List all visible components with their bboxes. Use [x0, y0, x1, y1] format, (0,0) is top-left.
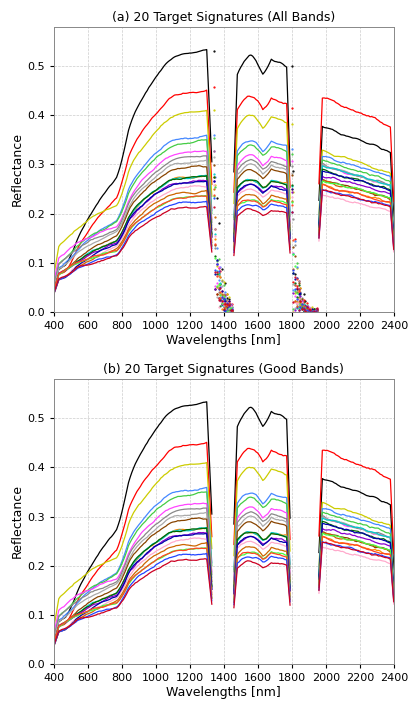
- Title: (b) 20 Target Signatures (Good Bands): (b) 20 Target Signatures (Good Bands): [103, 364, 344, 376]
- Y-axis label: Reflectance: Reflectance: [11, 484, 24, 559]
- Title: (a) 20 Target Signatures (All Bands): (a) 20 Target Signatures (All Bands): [112, 11, 335, 24]
- X-axis label: Wavelengths [nm]: Wavelengths [nm]: [166, 686, 281, 699]
- X-axis label: Wavelengths [nm]: Wavelengths [nm]: [166, 334, 281, 346]
- Y-axis label: Reflectance: Reflectance: [11, 132, 24, 207]
